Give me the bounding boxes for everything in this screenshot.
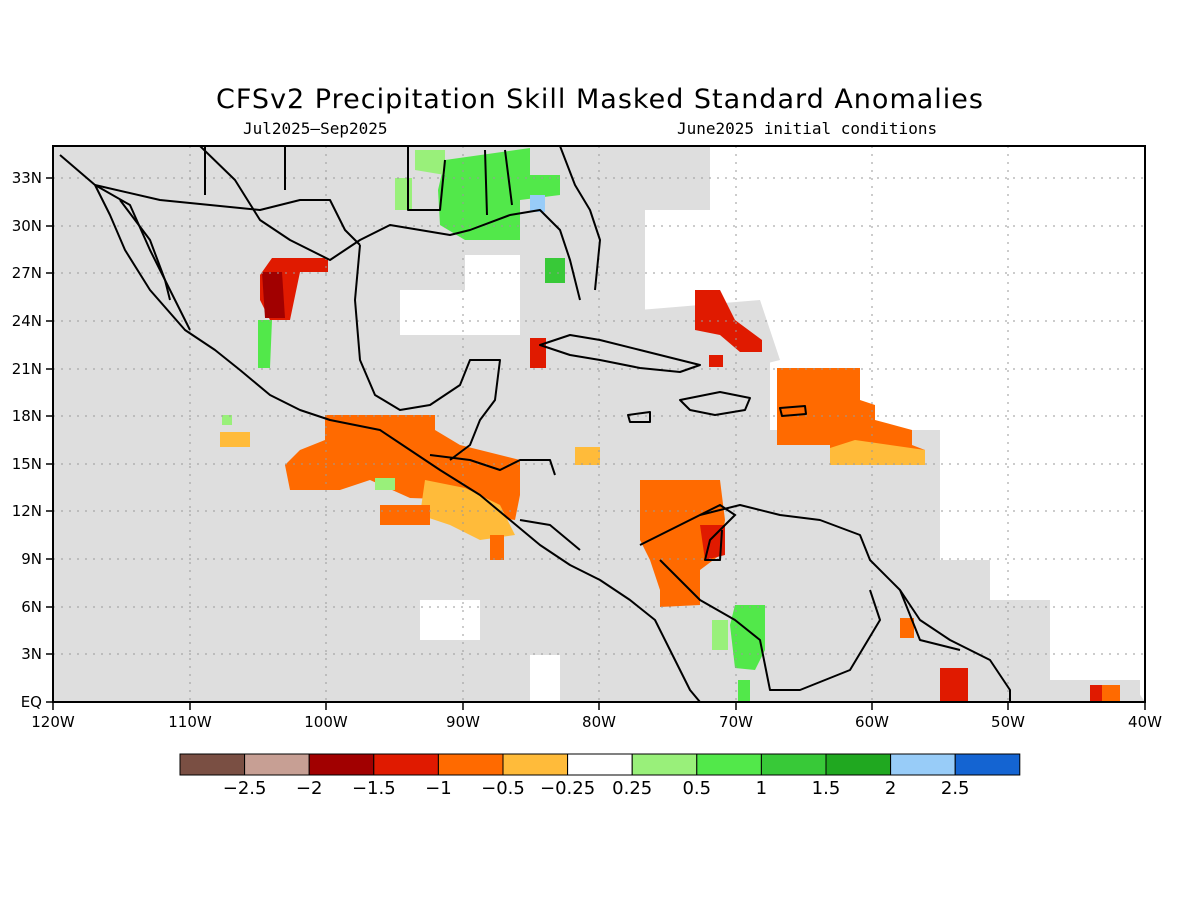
- legend-label: 0.5: [682, 778, 711, 799]
- y-axis-labels: EQ 3N 6N 9N 12N 15N 18N 21N 24N 27N 30N …: [12, 169, 42, 711]
- legend-swatch: [567, 753, 633, 776]
- legend-swatch: [179, 753, 246, 776]
- legend-label: −1: [425, 778, 452, 799]
- y-tick-label: 6N: [21, 598, 42, 616]
- y-tick-label: 3N: [21, 645, 42, 663]
- legend-swatch: [244, 753, 310, 776]
- legend-label: −2: [296, 778, 323, 799]
- y-tick-label: 27N: [12, 264, 42, 282]
- y-tick-label: EQ: [21, 693, 42, 711]
- legend-labels: −2.5 −2 −1.5 −1 −0.5 −0.25 0.25 0.5 1 1.5 2 2.5: [223, 778, 970, 799]
- x-tick-label: 120W: [31, 713, 75, 731]
- legend-label: 1.5: [812, 778, 841, 799]
- y-tick-label: 12N: [12, 502, 42, 520]
- y-tick-label: 24N: [12, 312, 42, 330]
- legend-label: −0.5: [481, 778, 525, 799]
- legend-label: 1: [756, 778, 767, 799]
- y-tick-label: 9N: [21, 550, 42, 568]
- x-tick-label: 50W: [991, 713, 1025, 731]
- legend-label: 0.25: [612, 778, 652, 799]
- y-tick-label: 15N: [12, 455, 42, 473]
- legend-swatch: [308, 753, 375, 776]
- legend-swatch: [437, 753, 504, 776]
- x-tick-label: 90W: [446, 713, 480, 731]
- y-tick-label: 18N: [12, 407, 42, 425]
- x-tick-label: 110W: [168, 713, 212, 731]
- coastlines: [59, 146, 1011, 702]
- initial-conditions: June2025 initial conditions: [677, 119, 938, 138]
- legend-label: −2.5: [223, 778, 267, 799]
- x-tick-label: 40W: [1128, 713, 1162, 731]
- legend-swatch: [825, 753, 892, 776]
- x-tick-label: 60W: [855, 713, 889, 731]
- legend-swatch: [502, 753, 569, 776]
- x-tick-label: 80W: [582, 713, 616, 731]
- legend-swatch: [890, 753, 956, 776]
- legend-label: −1.5: [352, 778, 396, 799]
- forecast-period: Jul2025–Sep2025: [243, 119, 388, 138]
- legend-swatch: [760, 753, 827, 776]
- legend-swatch: [696, 753, 762, 776]
- x-axis-labels: 120W 110W 100W 90W 80W 70W 60W 50W 40W: [31, 713, 1162, 731]
- legend-label: 2.5: [941, 778, 970, 799]
- legend-swatch: [373, 753, 439, 776]
- legend-colorbar: [179, 753, 1021, 776]
- y-tick-label: 33N: [12, 169, 42, 187]
- legend-label: −0.25: [540, 778, 595, 799]
- x-tick-label: 70W: [719, 713, 753, 731]
- y-tick-label: 30N: [12, 217, 42, 235]
- grid-lines: [53, 146, 1145, 702]
- legend-swatch: [631, 753, 698, 776]
- y-tick-label: 21N: [12, 360, 42, 378]
- axis-ticks: [46, 177, 1146, 710]
- legend-label: 2: [885, 778, 896, 799]
- x-tick-label: 100W: [304, 713, 348, 731]
- legend-swatch: [954, 753, 1021, 776]
- map-title: CFSv2 Precipitation Skill Masked Standar…: [216, 84, 984, 115]
